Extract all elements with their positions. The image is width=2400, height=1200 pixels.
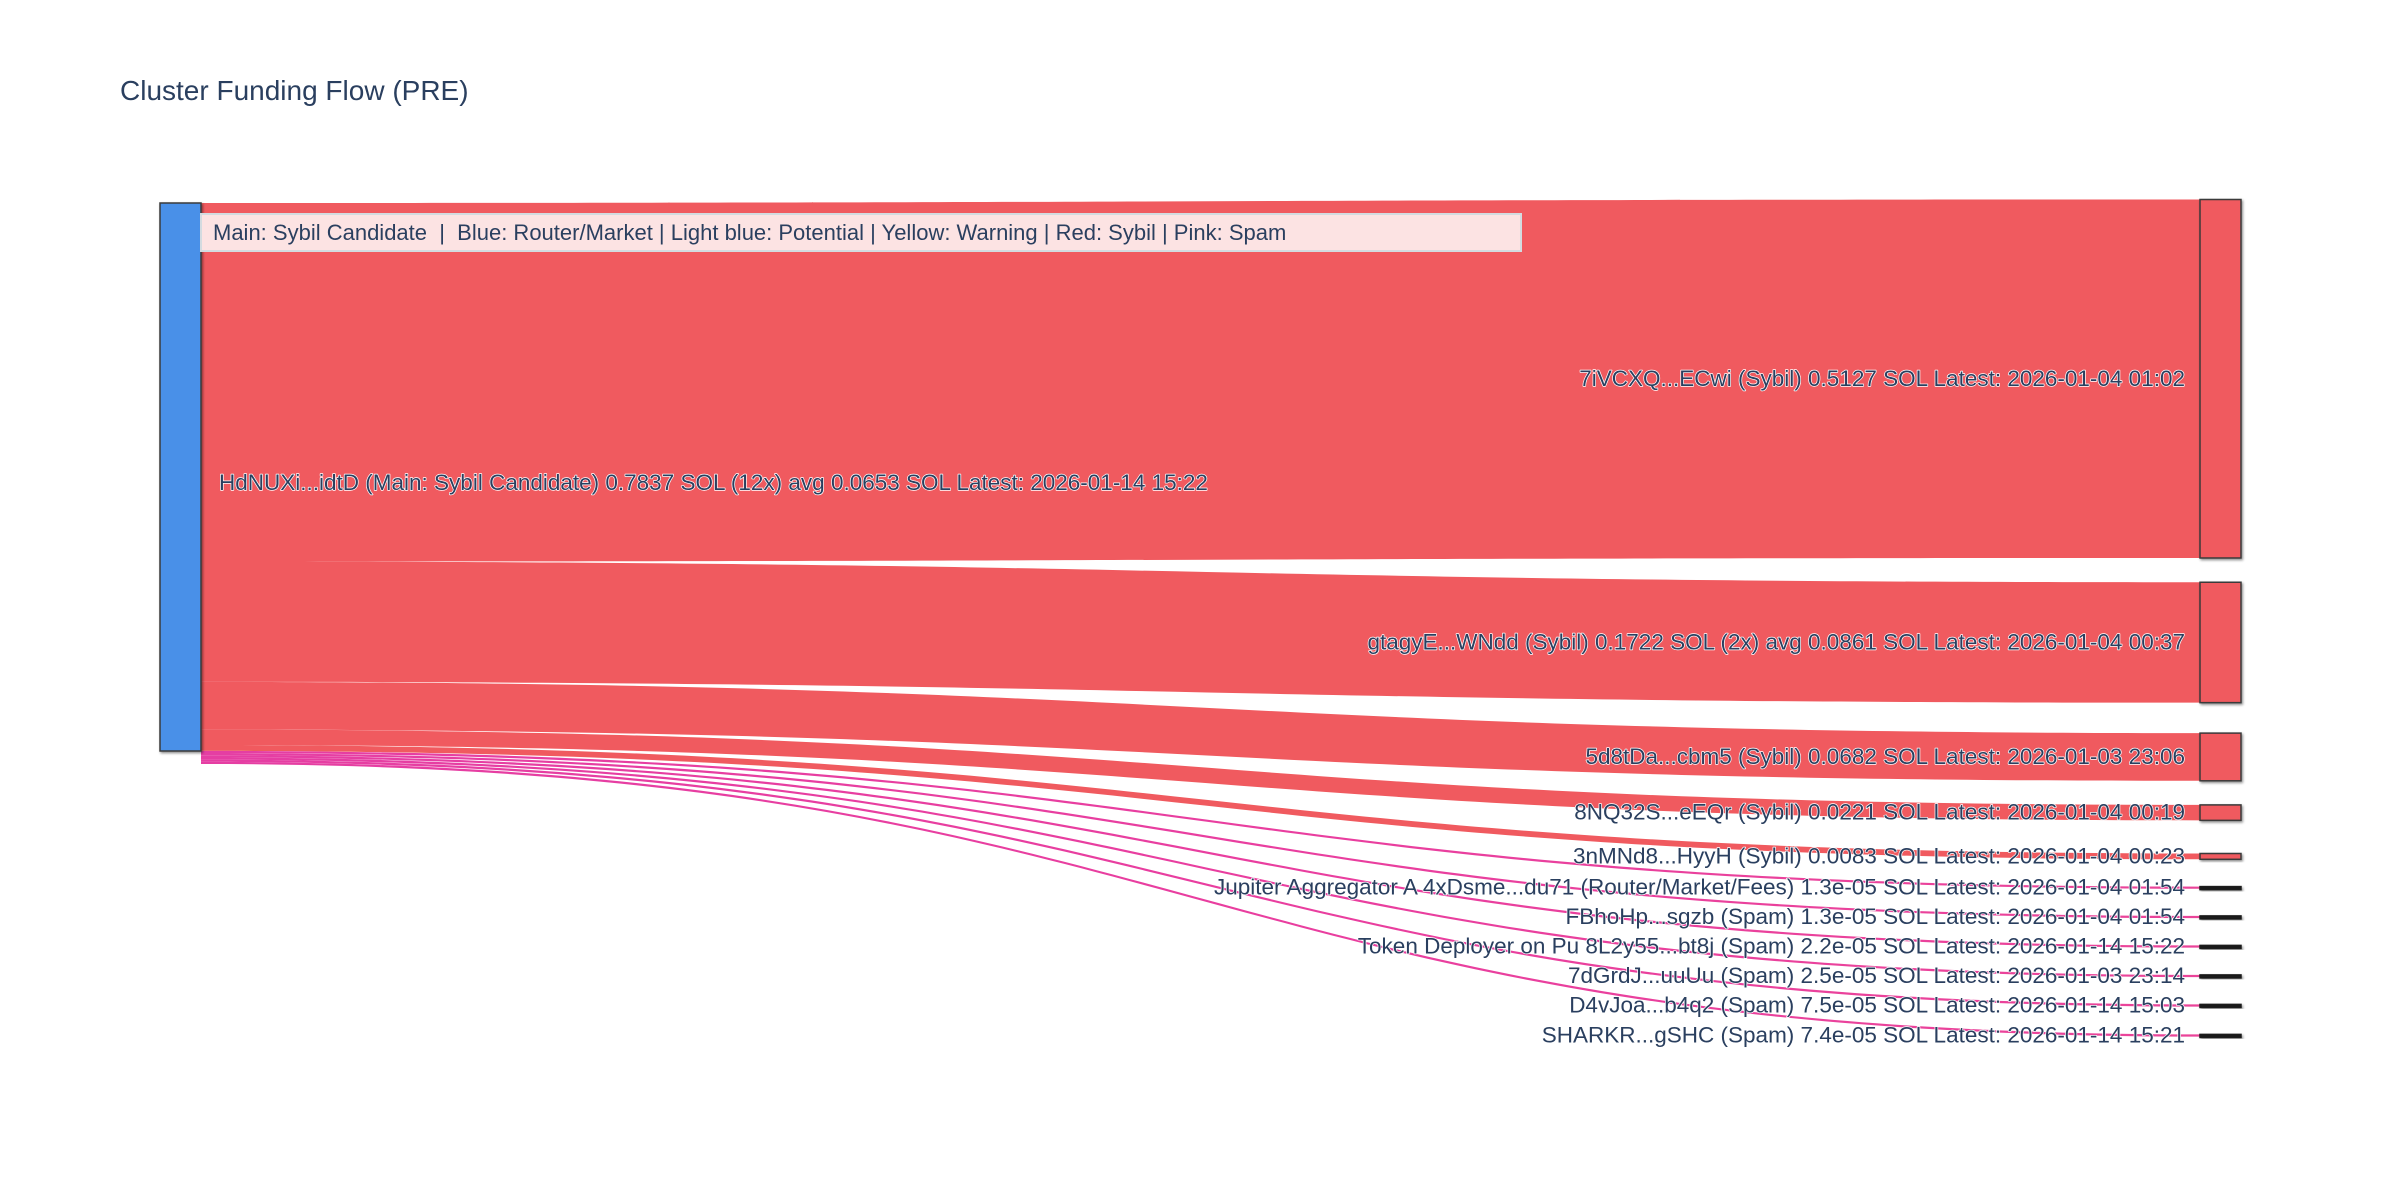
svg-text:HdNUXi...idtD (Main: Sybil Can: HdNUXi...idtD (Main: Sybil Candidate) 0.… <box>219 470 1208 495</box>
svg-text:FBhoHp...sgzb (Spam) 1.3e-05 S: FBhoHp...sgzb (Spam) 1.3e-05 SOL Latest:… <box>1565 904 2185 929</box>
svg-text:D4vJoa...b4q2 (Spam) 7.5e-05 S: D4vJoa...b4q2 (Spam) 7.5e-05 SOL Latest:… <box>1569 993 2185 1018</box>
svg-text:Main: Sybil Candidate | Blue: Main: Sybil Candidate | Blue: Router/Mar… <box>213 220 1286 245</box>
svg-text:5d8tDa...cbm5 (Sybil) 0.0682 S: 5d8tDa...cbm5 (Sybil) 0.0682 SOL Latest:… <box>1585 744 2185 769</box>
svg-text:SHARKR...gSHC (Spam) 7.4e-05 S: SHARKR...gSHC (Spam) 7.4e-05 SOL Latest:… <box>1542 1023 2185 1048</box>
svg-text:Token Deployer on Pu 8L2y55...: Token Deployer on Pu 8L2y55...bt8j (Spam… <box>1358 934 2185 959</box>
svg-text:3nMNd8...HyyH (Sybil) 0.0083 S: 3nMNd8...HyyH (Sybil) 0.0083 SOL Latest:… <box>1573 843 2185 868</box>
svg-text:8NQ32S...eEQr (Sybil) 0.0221 S: 8NQ32S...eEQr (Sybil) 0.0221 SOL Latest:… <box>1574 800 2185 825</box>
svg-text:7iVCXQ...ECwi (Sybil) 0.5127 S: 7iVCXQ...ECwi (Sybil) 0.5127 SOL Latest:… <box>1579 366 2185 391</box>
svg-text:gtagyE...WNdd (Sybil) 0.1722 S: gtagyE...WNdd (Sybil) 0.1722 SOL (2x) av… <box>1367 629 2185 654</box>
svg-text:7dGrdJ...uuUu (Spam) 2.5e-05 S: 7dGrdJ...uuUu (Spam) 2.5e-05 SOL Latest:… <box>1568 963 2185 988</box>
svg-text:Jupiter Aggregator A 4xDsme...: Jupiter Aggregator A 4xDsme...du71 (Rout… <box>1214 875 2185 900</box>
